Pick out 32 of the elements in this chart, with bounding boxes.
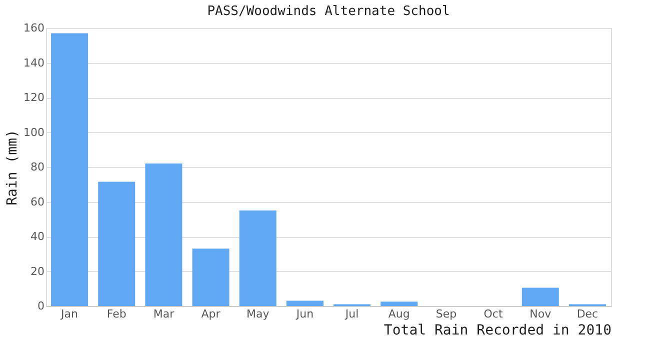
x-tick-label: May [246,308,270,320]
bar [239,210,276,306]
y-tick-label: 100 [24,126,44,139]
bar [51,33,88,306]
x-tick-label: Dec [576,308,598,320]
x-tick-label: Sep [436,308,457,320]
bar [380,302,418,306]
y-tick-label: 40 [30,230,44,243]
bar [286,300,324,306]
bar [192,248,230,306]
x-axis-title: Total Rain Recorded in 2010 [384,322,612,338]
y-tick-label: 160 [24,22,44,34]
y-tick-label: 80 [30,160,44,174]
bar [145,164,182,306]
x-tick-label: Oct [484,308,504,320]
x-tick-label: Jun [295,308,314,320]
x-tick-label: Apr [201,308,221,320]
x-tick-label: Mar [153,308,175,320]
x-tick-label: Aug [388,308,410,320]
x-tick-label: Feb [106,308,126,320]
chart-title: PASS/Woodwinds Alternate School [207,4,450,19]
y-axis-title: Rain (mm) [4,130,21,206]
y-tick-label: 0 [38,300,44,312]
y-tick-label: 120 [24,91,44,104]
y-tick-label: 60 [30,195,44,208]
x-tick-label: Jul [344,308,359,320]
y-tick-label: 140 [24,56,44,70]
bar [98,182,136,306]
bar [522,288,559,306]
y-tick-label: 20 [30,264,44,278]
x-tick-label: Jan [60,308,78,320]
x-tick-label: Nov [530,308,552,320]
